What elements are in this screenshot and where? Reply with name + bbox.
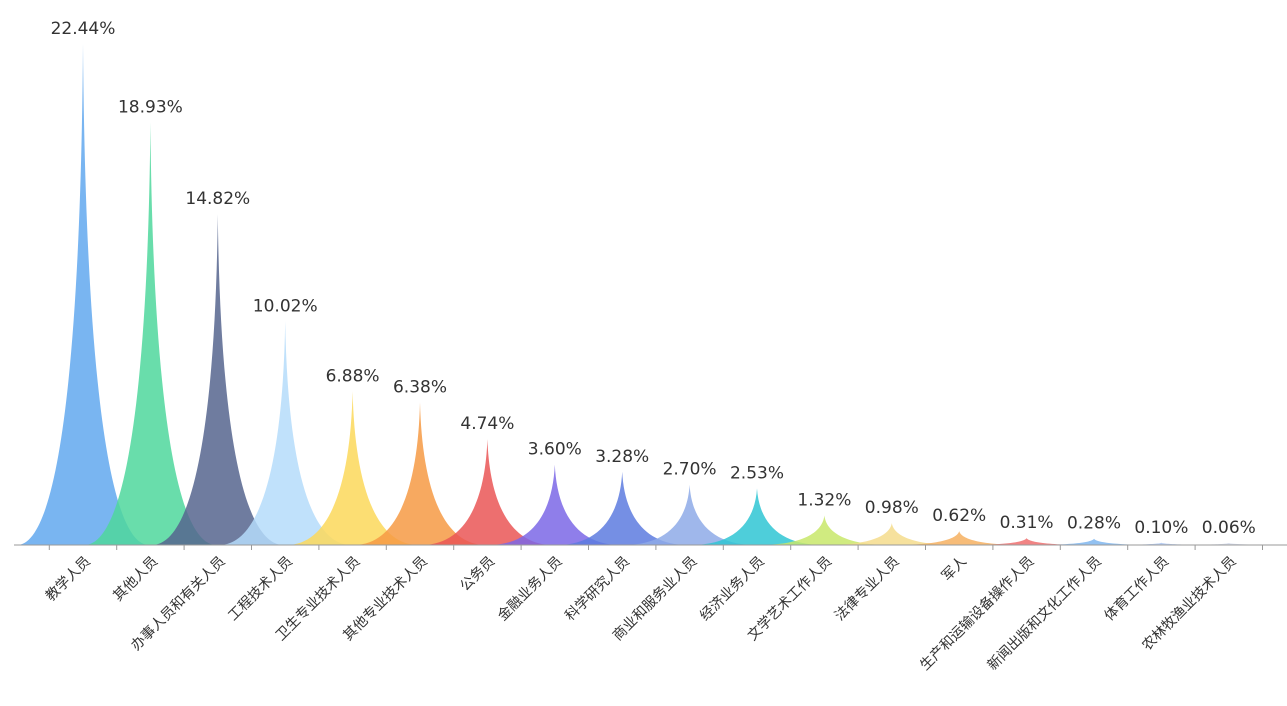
category-label: 金融业务人员 [495,554,566,625]
peak-bar [758,515,891,545]
peak-bar [825,523,958,545]
peak-bar [623,484,756,545]
peak-bar [286,391,419,545]
x-axis-ticks [48,545,1263,550]
value-label: 0.98% [865,498,919,518]
value-label: 6.38% [393,378,447,398]
value-label: 1.32% [797,491,851,511]
peak-bar [1095,542,1228,545]
peak-bar [556,471,689,545]
value-label: 2.53% [730,464,784,484]
value-label: 2.70% [663,460,717,480]
category-label: 生产和运输设备操作人员 [917,553,1038,674]
value-label: 10.02% [253,296,318,316]
category-label: 公务员 [457,554,498,595]
value-label: 3.28% [595,447,649,467]
peak-bar [1028,538,1160,545]
value-label: 14.82% [185,189,250,209]
peak-bar [691,488,823,545]
category-label: 教学人员 [43,554,94,605]
category-label: 经济业务人员 [697,554,768,625]
category-label: 新闻出版和文化工作人员 [985,554,1105,674]
value-label: 22.44% [51,19,116,39]
peak-bar [1162,543,1287,545]
value-label: 6.88% [326,366,380,386]
category-label: 工程技术人员 [225,554,296,625]
value-labels: 22.44% 18.93% 14.82% 10.02% 6.88% 6.38% 4.74% 3… [51,19,1256,538]
value-label: 0.06% [1202,518,1256,538]
value-label: 4.74% [460,414,514,434]
value-label: 0.31% [1000,513,1054,533]
value-label: 0.62% [932,506,986,526]
peak-bar [151,214,284,545]
category-labels: 教学人员 其他人员办事人员和有关人员工程技术人员卫生专业技术人员其他专业技术人员公… [43,553,1240,674]
category-label: 法律专业人员 [832,554,903,625]
peak-bar [893,531,1026,545]
peak-bar [960,538,1093,545]
value-label: 18.93% [118,97,183,117]
peak-bar [17,44,149,545]
category-label: 体育工作人员 [1102,554,1173,625]
peak-bar [354,402,486,545]
peak-bar [488,464,621,545]
peak-series [17,44,1287,545]
value-label: 3.60% [528,440,582,460]
peak-bar [421,439,554,545]
peak-bar [84,122,217,545]
category-label: 其他人员 [110,554,161,605]
value-label: 0.10% [1134,518,1188,538]
category-label: 军人 [939,554,970,585]
peak-bar [219,321,352,545]
category-label: 科学研究人员 [562,554,633,625]
value-label: 0.28% [1067,514,1121,534]
